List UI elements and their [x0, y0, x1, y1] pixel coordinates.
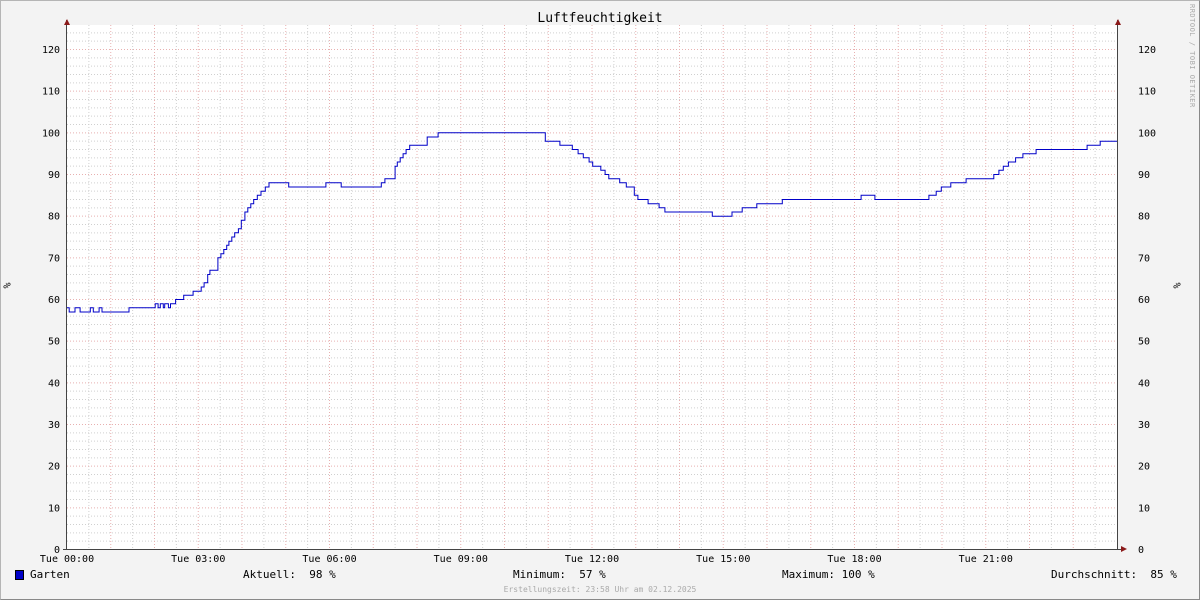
y-tick-label-right: 0: [1138, 545, 1144, 556]
x-tick-label: Tue 03:00: [171, 554, 225, 565]
y-tick-label-left: 110: [42, 87, 60, 98]
legend-minimum: Minimum: 57 %: [513, 568, 606, 581]
legend-current: Aktuell: 98 %: [243, 568, 336, 581]
y-tick-label-right: 60: [1138, 295, 1150, 306]
y-tick-label-right: 100: [1138, 128, 1156, 139]
x-axis-arrow: [1121, 546, 1127, 552]
y-tick-label-left: 20: [48, 462, 60, 473]
legend-swatch-garten: [15, 570, 24, 580]
legend-series-label: Garten: [30, 568, 70, 581]
y-tick-label-right: 90: [1138, 170, 1150, 181]
creation-time: Erstellungszeit: 23:58 Uhr am 02.12.2025: [503, 585, 697, 594]
y-tick-label-left: 100: [42, 128, 60, 139]
y-tick-label-right: 20: [1138, 462, 1150, 473]
legend-maximum: Maximum: 100 %: [782, 568, 875, 581]
y-tick-label-left: 40: [48, 378, 60, 389]
x-tick-label: Tue 09:00: [434, 554, 488, 565]
series-line-garten: [67, 132, 1117, 313]
y-tick-label-right: 80: [1138, 212, 1150, 223]
x-tick-label: Tue 21:00: [959, 554, 1013, 565]
x-tick-label: Tue 06:00: [302, 554, 356, 565]
legend-average: Durchschnitt: 85 %: [1051, 568, 1177, 581]
y-tick-label-right: 120: [1138, 45, 1156, 56]
y-tick-label-right: 40: [1138, 378, 1150, 389]
y-axis-arrow-right: [1115, 19, 1121, 25]
x-tick-label: Tue 15:00: [696, 554, 750, 565]
y-tick-label-left: 80: [48, 212, 60, 223]
y-tick-label-right: 10: [1138, 503, 1150, 514]
chart-title: Luftfeuchtigkeit: [537, 11, 663, 26]
y-tick-label-right: 50: [1138, 337, 1150, 348]
y-tick-label-right: 110: [1138, 87, 1156, 98]
x-tick-label: Tue 00:00: [40, 554, 94, 565]
x-tick-label: Tue 12:00: [565, 554, 619, 565]
y-tick-label-left: 30: [48, 420, 60, 431]
x-tick-label: Tue 18:00: [827, 554, 881, 565]
y-tick-label-right: 70: [1138, 253, 1150, 264]
y-axis-arrow-left: [64, 19, 70, 25]
y-tick-label-left: 50: [48, 337, 60, 348]
y-tick-label-left: 10: [48, 503, 60, 514]
y-tick-label-left: 60: [48, 295, 60, 306]
y-tick-label-left: 70: [48, 253, 60, 264]
y-tick-label-left: 0: [54, 545, 60, 556]
rrdtool-watermark: RRDTOOL / TOBI OETIKER: [1188, 4, 1196, 108]
y-tick-label-left: 120: [42, 45, 60, 56]
y-tick-label-right: 30: [1138, 420, 1150, 431]
y-tick-label-left: 90: [48, 170, 60, 181]
